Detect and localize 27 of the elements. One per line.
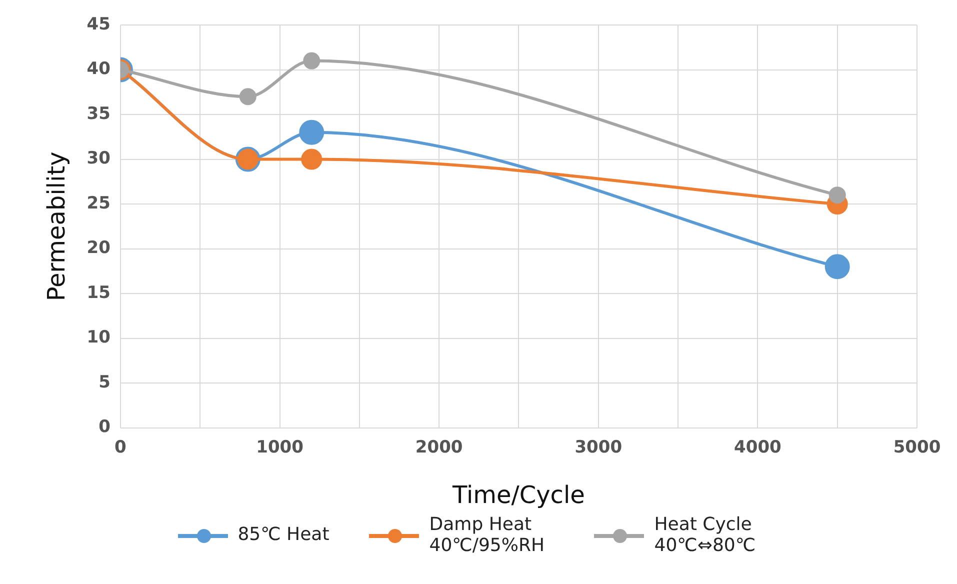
y-tick-label: 30 [86,148,111,169]
point [301,148,322,170]
point [828,186,846,204]
legend-label: Heat Cycle 40℃⇔80℃ [654,514,757,556]
x-axis-title: Time/Cycle [452,480,585,509]
y-axis-title: Permeability [42,152,71,302]
point [239,88,256,106]
legend-label: 85℃ Heat [238,524,330,546]
y-tick-label: 20 [86,238,111,258]
x-tick-label: 5000 [893,437,941,458]
x-tick-label: 4000 [734,437,782,458]
y-tick-label: 25 [86,193,110,214]
y-tick-label: 15 [86,282,110,303]
legend-label: Damp Heat 40℃/95%RH [429,514,546,556]
x-tick-label: 1000 [256,437,304,458]
point [303,52,320,70]
x-tick-label: 2000 [415,437,463,458]
y-tick-label: 45 [86,14,110,34]
y-tick-label: 40 [86,59,111,80]
y-tick-label: 5 [98,372,110,392]
y-tick-label: 10 [86,328,111,348]
point [299,120,324,145]
x-tick-label: 0 [114,437,127,458]
y-tick-label: 0 [98,417,111,438]
point [824,254,850,280]
x-tick-label: 3000 [574,437,622,458]
y-tick-label: 35 [86,104,110,124]
